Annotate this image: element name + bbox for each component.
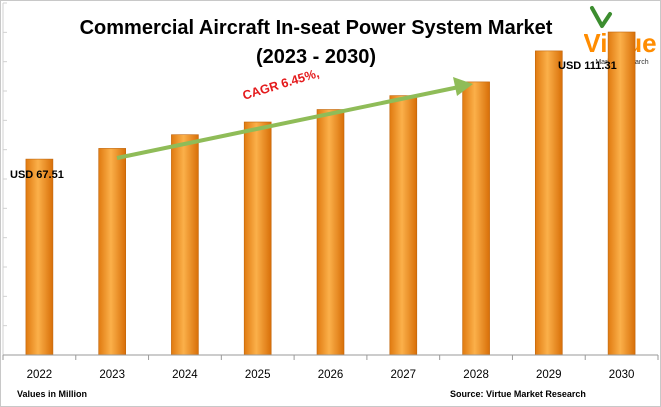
cagr-arrow [116, 77, 473, 160]
x-label-2027: 2027 [391, 369, 417, 381]
x-label-2028: 2028 [463, 369, 489, 381]
bars [25, 31, 636, 356]
bar-2029 [534, 50, 563, 356]
x-label-2022: 2022 [27, 369, 53, 381]
bar-2030 [607, 31, 636, 356]
bar-2026 [316, 109, 345, 356]
x-label-2024: 2024 [172, 369, 198, 381]
bar-2024 [171, 134, 199, 356]
units-note: Values in Million [17, 389, 88, 399]
x-label-2029: 2029 [536, 369, 562, 381]
x-label-2025: 2025 [245, 369, 271, 381]
chart-title: Commercial Aircraft In-seat Power System… [79, 17, 553, 39]
x-axis-labels: 2022 2023 2024 2025 2026 2027 2028 2029 2030 [27, 369, 635, 381]
chart-subtitle: (2023 - 2030) [255, 46, 377, 68]
y-axis-ticks [3, 2, 7, 356]
x-axis-ticks [2, 355, 659, 360]
bar-2022 [25, 158, 54, 356]
first-value-label: USD 67.51 [10, 169, 64, 181]
last-value-label: USD 111.31 [558, 60, 617, 72]
x-label-2030: 2030 [609, 369, 635, 381]
bar-2025 [243, 121, 272, 356]
bar-2023 [98, 148, 126, 356]
source-note: Source: Virtue Market Research [450, 389, 586, 399]
arrow-head-icon [453, 77, 473, 96]
x-label-2026: 2026 [318, 369, 344, 381]
bar-2027 [389, 95, 418, 356]
logo-checkmark-icon [590, 6, 612, 28]
x-label-2023: 2023 [99, 369, 125, 381]
bar-2028 [462, 81, 490, 356]
